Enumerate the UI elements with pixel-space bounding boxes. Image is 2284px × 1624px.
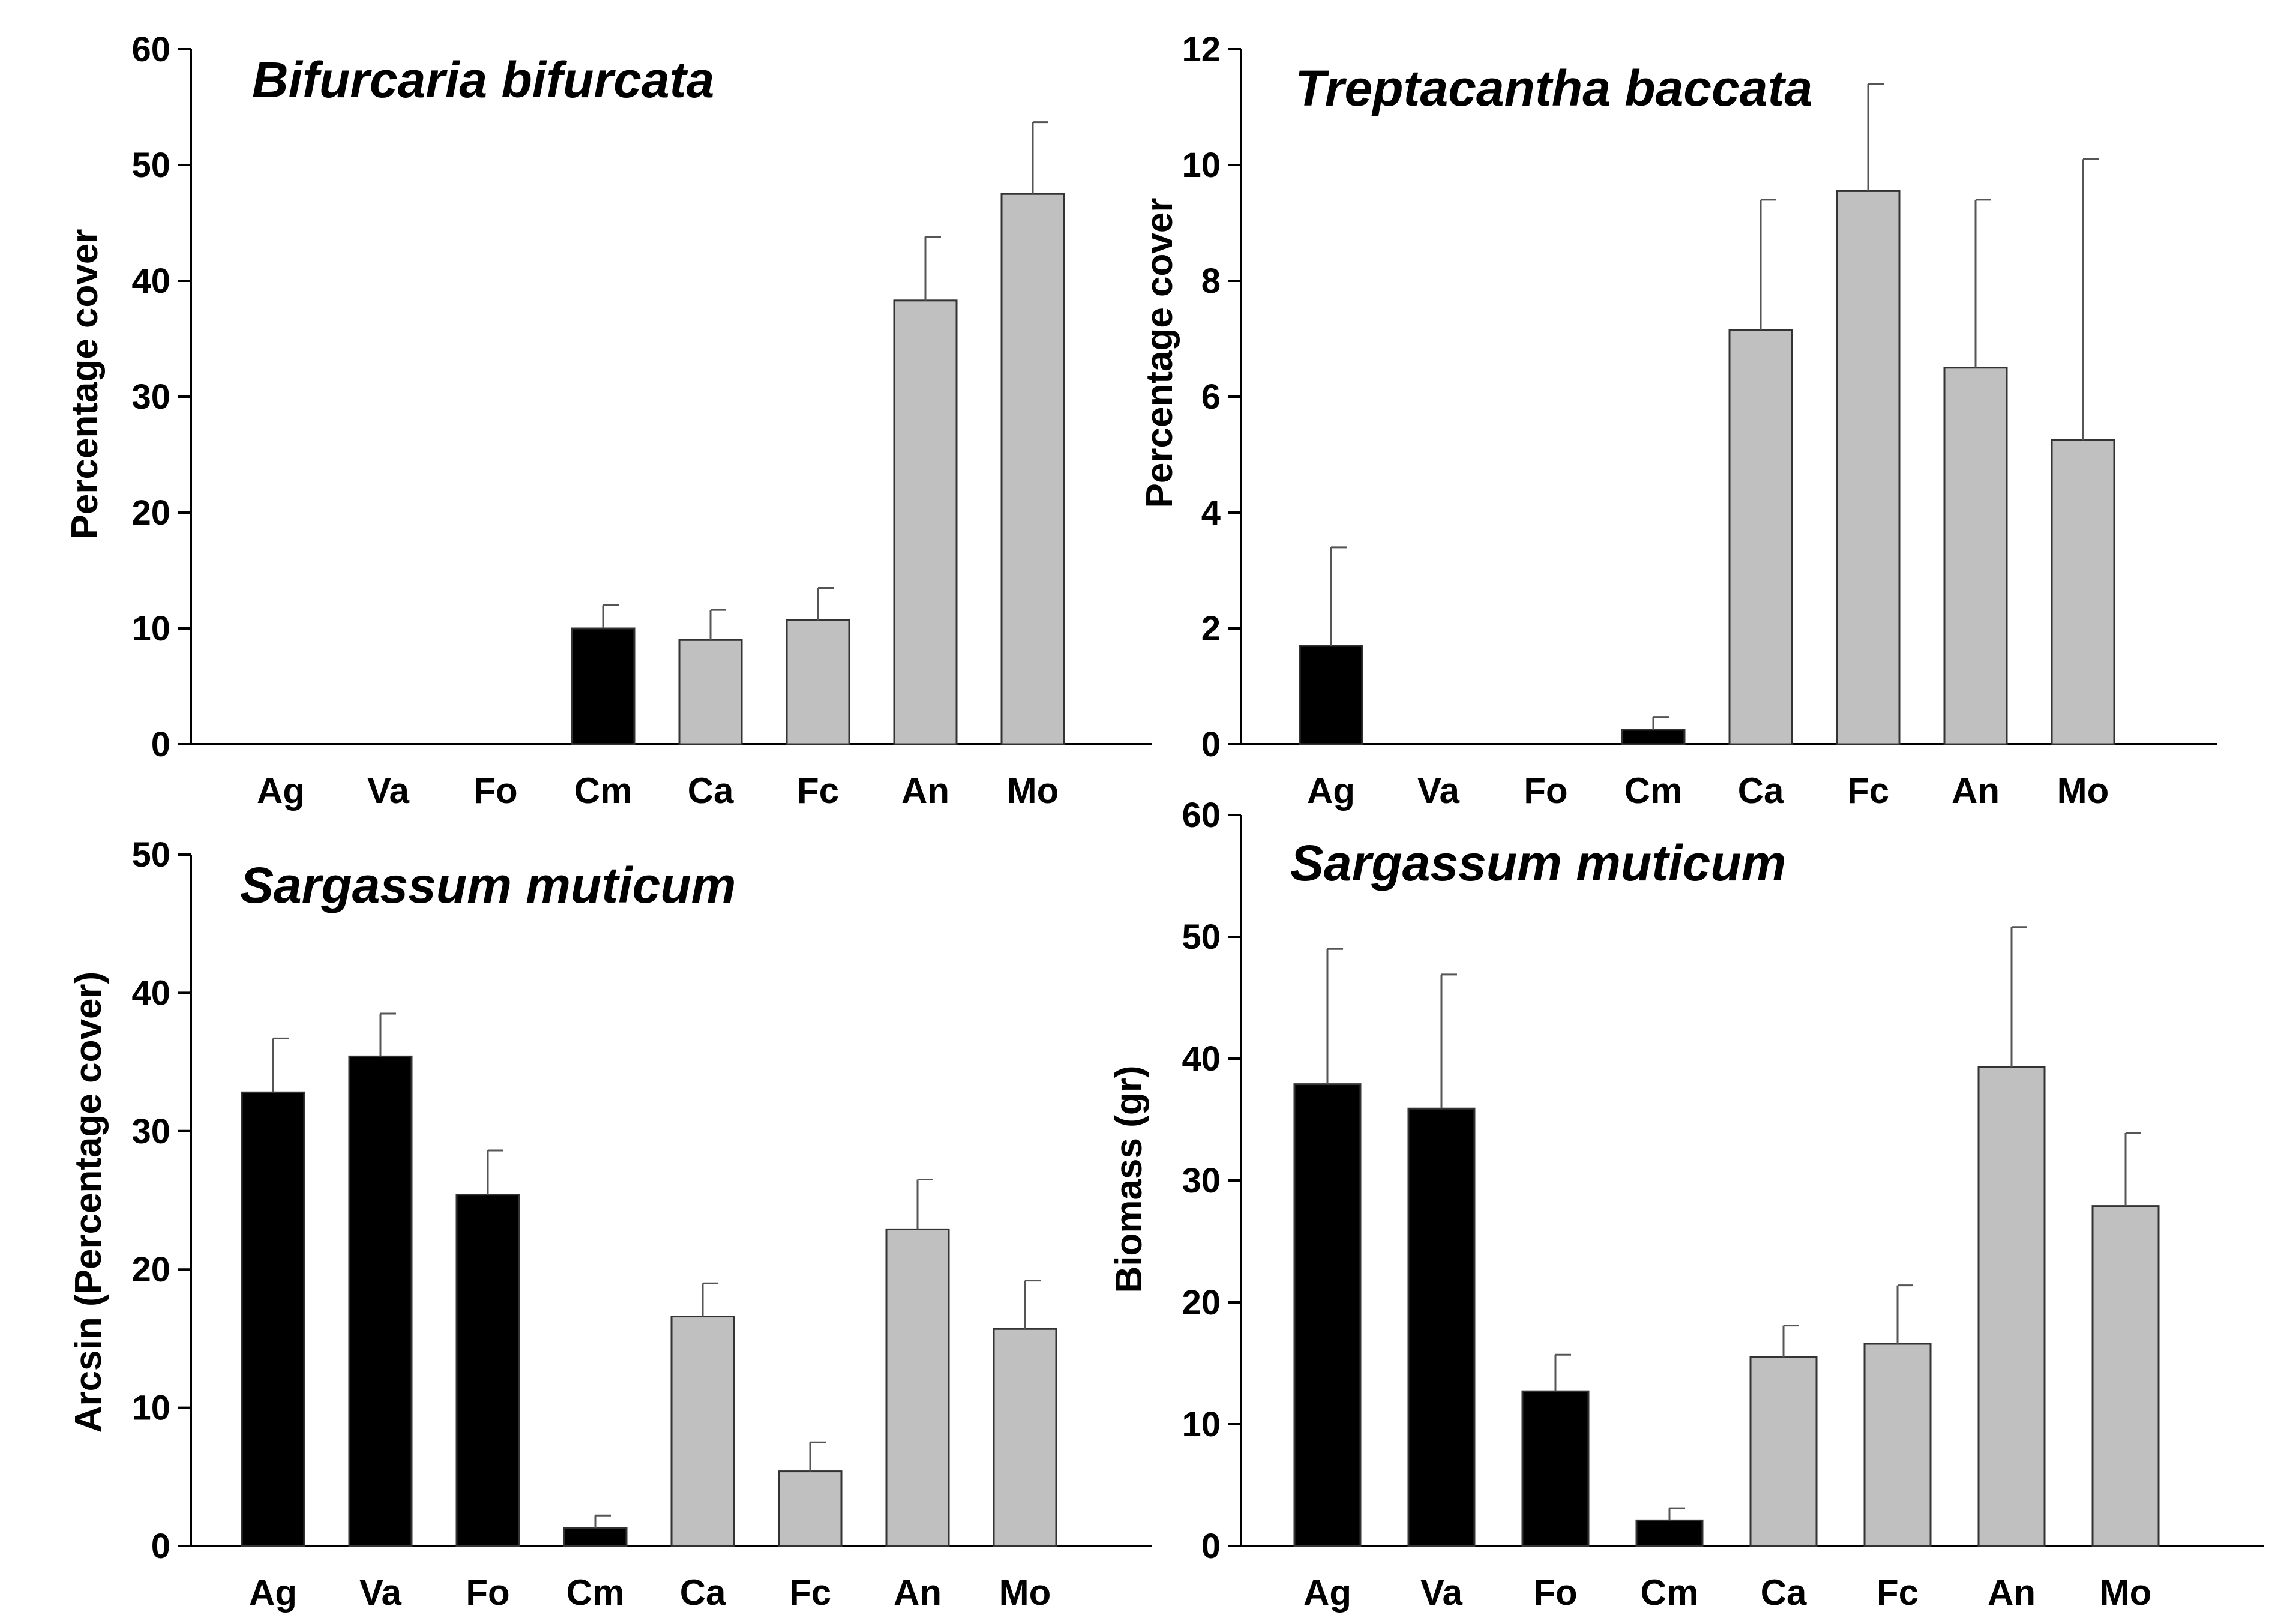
x-tick-label: Fo <box>1524 771 1567 811</box>
x-tick-label: Ag <box>249 1572 297 1613</box>
x-tick-label: Ca <box>688 771 734 811</box>
bar-fc <box>786 619 850 745</box>
bar-ca <box>678 639 743 745</box>
y-tick-label: 0 <box>151 1527 170 1566</box>
bar-an <box>893 299 958 745</box>
x-tick-label: An <box>1988 1572 2036 1613</box>
x-tick-label: An <box>901 771 949 811</box>
bar-mo <box>2051 439 2115 745</box>
y-axis-label: Percentage cover <box>1139 198 1180 508</box>
bar-an <box>1977 1066 2046 1547</box>
y-tick-label: 10 <box>131 1389 170 1428</box>
chart-panel-2: 0 2 4 6 8 10 12 Ag Va Fo Cm Ca Fc An Mo Treptacantha ba… <box>1139 30 2217 811</box>
bar-cm <box>563 1527 628 1547</box>
y-tick-label: 10 <box>1182 1405 1221 1444</box>
bar-ag <box>241 1091 305 1547</box>
y-axis-label: Percentage cover <box>64 229 106 540</box>
y-tick-label: 0 <box>1201 725 1221 764</box>
x-tick-label: Ca <box>1761 1572 1807 1613</box>
y-tick-label: 20 <box>131 1250 170 1289</box>
x-tick-label: An <box>894 1572 942 1613</box>
y-tick-label: 50 <box>1182 918 1221 957</box>
chart-title: Bifurcaria bifurcata <box>252 52 714 108</box>
y-tick-label: 6 <box>1201 377 1221 417</box>
y-tick-label: 10 <box>1182 146 1221 185</box>
bar-cm <box>1635 1519 1704 1547</box>
x-tick-label: Fo <box>473 771 517 811</box>
x-tick-label: Va <box>367 771 410 811</box>
bar-ca <box>1749 1356 1818 1547</box>
y-tick-label: 30 <box>1182 1161 1221 1200</box>
bar-ca <box>1728 329 1793 745</box>
bar-fc <box>778 1470 843 1547</box>
bar-fc <box>1863 1343 1932 1547</box>
bar-fo <box>1521 1390 1590 1547</box>
chart-panel-4: 0 10 20 30 40 50 60 Ag Va Fo Cm Ca Fc An Mo Sargassum m… <box>1108 796 2264 1613</box>
y-axis-label: Biomass (gr) <box>1108 1066 1150 1293</box>
x-tick-label: Mo <box>1007 771 1059 811</box>
y-tick-label: 40 <box>1182 1039 1221 1078</box>
x-tick-label: Fc <box>1877 1572 1919 1613</box>
bar-mo <box>1000 193 1065 745</box>
x-tick-label: Fc <box>797 771 839 811</box>
y-tick-label: 12 <box>1182 30 1221 69</box>
bar-mo <box>993 1328 1057 1547</box>
y-tick-label: 20 <box>131 493 170 532</box>
x-tick-label: Mo <box>2100 1572 2152 1613</box>
x-tick-label: Fo <box>1533 1572 1577 1613</box>
y-tick-label: 2 <box>1201 609 1221 648</box>
y-tick-label: 0 <box>1201 1527 1221 1566</box>
chart-title: Sargassum muticum <box>1290 835 1786 891</box>
x-tick-label: Fo <box>466 1572 509 1613</box>
bar-cm <box>1621 729 1686 745</box>
x-tick-label: Va <box>1420 1572 1463 1613</box>
x-tick-label: Fc <box>789 1572 831 1613</box>
y-tick-label: 50 <box>131 835 170 874</box>
bar-an <box>1943 367 2008 745</box>
x-tick-label: Cm <box>574 771 633 811</box>
y-tick-label: 40 <box>131 262 170 301</box>
bar-va <box>1407 1107 1476 1547</box>
bar-ca <box>670 1316 735 1547</box>
bar-an <box>885 1228 950 1547</box>
y-tick-label: 10 <box>131 609 170 648</box>
bar-ag <box>1299 645 1363 745</box>
y-tick-label: 30 <box>131 1112 170 1151</box>
x-tick-label: Ca <box>680 1572 726 1613</box>
x-tick-label: Ag <box>257 771 305 811</box>
bar-fo <box>455 1194 520 1547</box>
chart-title: Treptacantha baccata <box>1295 60 1812 116</box>
y-tick-label: 20 <box>1182 1283 1221 1322</box>
chart-title: Sargassum muticum <box>240 857 736 913</box>
y-axis-label: Arcsin (Percentage cover) <box>68 972 109 1433</box>
chart-panel-1: 0 10 20 30 40 50 60 Ag Va Fo Cm Ca Fc An Mo Bifurcaria … <box>64 30 1152 811</box>
x-tick-label: Va <box>1417 771 1460 811</box>
x-tick-label: Mo <box>999 1572 1051 1613</box>
bar-fc <box>1836 190 1901 745</box>
x-tick-label: Cm <box>1624 771 1683 811</box>
bar-cm <box>571 627 636 745</box>
x-tick-label: Cm <box>1641 1572 1699 1613</box>
x-tick-label: Ca <box>1738 771 1784 811</box>
bar-mo <box>2091 1205 2160 1547</box>
y-tick-label: 60 <box>131 30 170 69</box>
y-tick-label: 4 <box>1201 493 1221 532</box>
x-tick-label: Mo <box>2057 771 2109 811</box>
y-tick-label: 0 <box>151 725 170 764</box>
y-tick-label: 30 <box>131 377 170 417</box>
y-tick-label: 50 <box>131 146 170 185</box>
bar-va <box>348 1055 413 1547</box>
x-tick-label: Ag <box>1307 771 1355 811</box>
x-tick-label: Fc <box>1847 771 1889 811</box>
x-tick-label: Va <box>359 1572 402 1613</box>
x-tick-label: Ag <box>1303 1572 1351 1613</box>
y-tick-label: 40 <box>131 973 170 1012</box>
bar-ag <box>1293 1083 1362 1547</box>
y-tick-label: 60 <box>1182 796 1221 835</box>
x-tick-label: Cm <box>566 1572 625 1613</box>
x-tick-label: An <box>1952 771 2000 811</box>
y-tick-label: 8 <box>1201 262 1221 301</box>
chart-panel-3: 0 10 20 30 40 50 Ag Va Fo Cm Ca Fc An Mo Sargassum mut… <box>68 835 1152 1613</box>
